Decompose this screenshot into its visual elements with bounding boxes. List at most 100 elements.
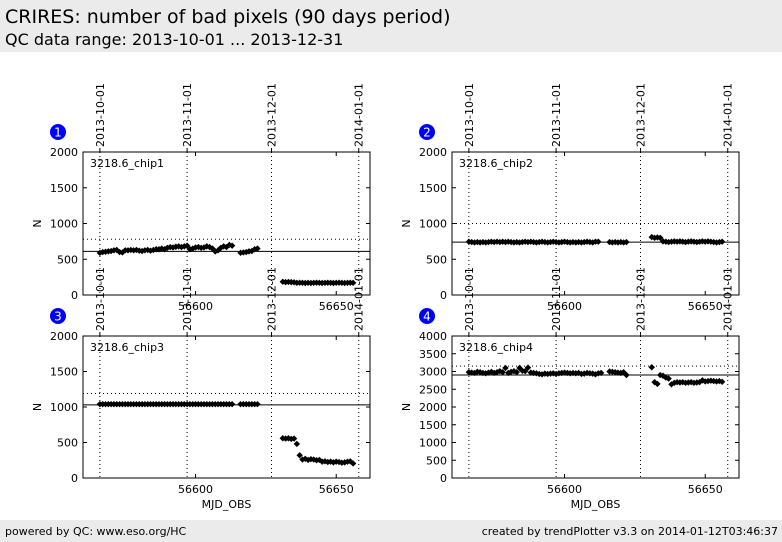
y-tick-label: 1500	[50, 182, 78, 195]
y-tick-label: 500	[426, 454, 447, 467]
y-tick-label: 2000	[50, 330, 78, 343]
y-tick-label: 0	[440, 289, 447, 302]
top-date-label: 2013-10-01	[463, 267, 476, 331]
data-point	[254, 400, 261, 408]
data-point	[223, 243, 230, 251]
data-point	[623, 238, 630, 246]
top-date-label: 2014-01-01	[353, 267, 366, 331]
x-tick-label: 56650	[688, 300, 723, 313]
top-date-label: 2013-11-01	[181, 83, 194, 147]
top-date-label: 2013-11-01	[181, 267, 194, 331]
page-subtitle: QC data range: 2013-10-01 ... 2013-12-31	[5, 30, 344, 49]
header: CRIRES: number of bad pixels (90 days pe…	[0, 0, 782, 52]
y-tick-label: 1500	[419, 419, 447, 432]
y-tick-label: 1500	[419, 182, 447, 195]
y-tick-label: 500	[426, 253, 447, 266]
footer: powered by QC: www.eso.org/HC created by…	[0, 520, 782, 542]
data-point	[679, 378, 686, 386]
data-point	[696, 378, 703, 386]
footer-credit: powered by QC: www.eso.org/HC	[5, 525, 187, 538]
y-axis-label: N	[400, 219, 413, 227]
x-axis-label: MJD_OBS	[571, 498, 621, 511]
y-axis-label: N	[31, 219, 44, 227]
data-point	[718, 378, 726, 385]
y-tick-label: 500	[57, 253, 78, 266]
data-point	[206, 243, 213, 251]
y-tick-label: 2500	[419, 383, 447, 396]
top-date-label: 2013-12-01	[635, 267, 648, 331]
top-date-label: 2013-11-01	[550, 267, 563, 331]
y-tick-label: 0	[71, 289, 78, 302]
data-point	[524, 364, 532, 371]
top-date-label: 2013-10-01	[94, 83, 107, 147]
data-point	[648, 364, 655, 371]
data-point	[718, 238, 726, 245]
footer-generator: created by trendPlotter v3.3 on 2014-01-…	[481, 525, 778, 538]
panel-label: 3218.6_chip3	[90, 341, 164, 354]
y-tick-label: 0	[71, 472, 78, 485]
panel-label: 3218.6_chip1	[90, 157, 164, 170]
page-title: CRIRES: number of bad pixels (90 days pe…	[5, 6, 451, 28]
panel-number-badge	[419, 308, 435, 324]
panel-number-badge	[419, 124, 435, 140]
data-point	[242, 248, 250, 256]
data-point	[217, 244, 225, 252]
y-tick-label: 4000	[419, 330, 447, 343]
data-point	[254, 245, 261, 252]
data-point	[296, 452, 303, 459]
x-tick-label: 56650	[319, 300, 354, 313]
data-point	[699, 377, 706, 384]
chart-panel-1: 0 500 1000 1500 2000 56600 56650 2013-10-01 2013…	[31, 83, 371, 313]
panel-number-badge	[50, 124, 66, 140]
data-point	[502, 364, 509, 372]
data-point	[499, 369, 506, 376]
plot-frame	[451, 335, 740, 479]
chart-panel-4: 0 500 1000 1500 2000 2500 3000 3500 4000 56600 566…	[400, 267, 740, 511]
y-tick-label: 500	[57, 437, 78, 450]
data-point	[228, 242, 236, 249]
data-point	[186, 246, 194, 253]
data-point	[107, 247, 115, 255]
data-point	[507, 368, 515, 376]
y-axis-label: N	[31, 403, 44, 411]
data-point	[533, 370, 540, 377]
data-point	[228, 400, 236, 408]
data-point	[654, 380, 661, 388]
x-tick-label: 56650	[319, 483, 354, 496]
y-tick-label: 1000	[419, 437, 447, 450]
y-tick-label: 2000	[419, 146, 447, 159]
chart-panel-2: 0 500 1000 1500 2000 56600 56650 2013-10-01 2013…	[400, 83, 740, 313]
data-point	[595, 238, 602, 245]
data-point	[552, 370, 560, 378]
x-tick-label: 56600	[547, 483, 582, 496]
y-tick-label: 1500	[50, 366, 78, 379]
top-date-label: 2013-10-01	[94, 267, 107, 331]
top-date-label: 2013-11-01	[550, 83, 563, 147]
x-tick-label: 56600	[547, 300, 582, 313]
y-tick-label: 2000	[50, 146, 78, 159]
top-date-label: 2013-12-01	[266, 83, 279, 147]
panel-number: 1	[54, 126, 62, 140]
x-tick-label: 56600	[178, 300, 213, 313]
x-tick-label: 56600	[178, 483, 213, 496]
data-point	[550, 370, 557, 377]
y-tick-label: 0	[440, 472, 447, 485]
chart-panel-3: 0 500 1000 1500 2000 56600 56650 2013-10-01 2013…	[31, 267, 371, 511]
y-tick-label: 1000	[50, 401, 78, 414]
data-point	[513, 369, 520, 376]
data-point	[597, 369, 605, 377]
data-point	[290, 435, 298, 442]
top-date-label: 2013-12-01	[635, 83, 648, 147]
data-point	[623, 371, 630, 379]
panel-number: 2	[423, 126, 431, 140]
y-tick-label: 2000	[419, 401, 447, 414]
y-tick-label: 1000	[419, 218, 447, 231]
top-date-label: 2014-01-01	[722, 83, 735, 147]
top-date-label: 2014-01-01	[353, 83, 366, 147]
data-point	[716, 377, 723, 385]
data-point	[293, 440, 301, 448]
plot-frame	[451, 151, 740, 296]
top-date-label: 2013-12-01	[266, 267, 279, 331]
plot-frame	[82, 151, 371, 296]
panel-label: 3218.6_chip2	[459, 157, 533, 170]
